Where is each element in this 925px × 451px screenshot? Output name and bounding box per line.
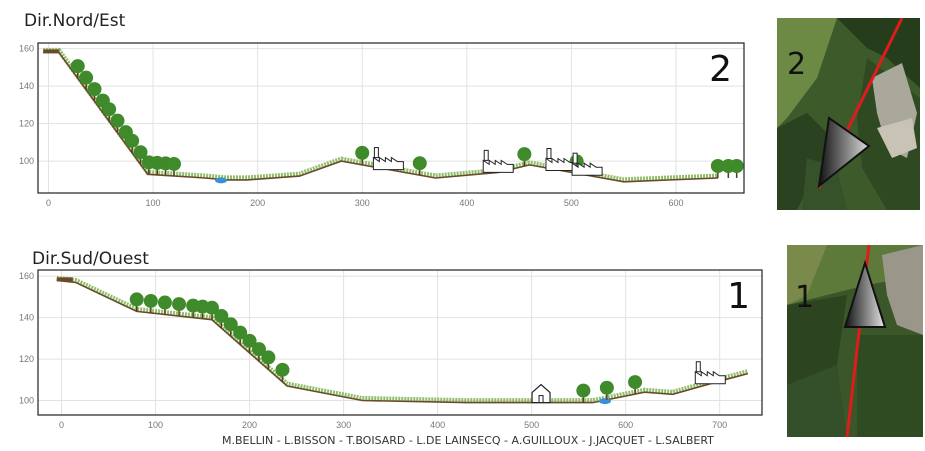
tree-mark — [150, 155, 165, 170]
terrain-line — [56, 279, 749, 404]
tree-mark — [729, 159, 744, 173]
tree-mark — [186, 298, 201, 313]
y-tick-label: 120 — [19, 119, 34, 129]
tree-mark — [214, 309, 229, 323]
factory-mark — [482, 159, 514, 173]
house-door — [538, 395, 544, 404]
x-tick-label: 400 — [430, 420, 445, 430]
tree-mark — [251, 342, 266, 357]
tree-mark — [79, 70, 94, 85]
x-tick-label: 100 — [146, 198, 161, 208]
x-tick-label: 0 — [46, 198, 51, 208]
tree-mark — [233, 325, 248, 340]
x-tick-label: 600 — [668, 198, 683, 208]
x-tick-label: 300 — [355, 198, 370, 208]
profile-number: 2 — [709, 49, 732, 90]
factory-mark — [694, 370, 726, 385]
y-tick-label: 120 — [19, 354, 34, 364]
tree-mark — [261, 350, 276, 365]
x-tick-label: 500 — [564, 198, 579, 208]
tree-mark — [166, 156, 181, 171]
tree-mark — [70, 59, 85, 74]
x-tick-label: 0 — [59, 420, 64, 430]
plot-frame — [37, 269, 763, 416]
x-tick-label: 600 — [618, 420, 633, 430]
x-tick-label: 200 — [242, 420, 257, 430]
chart-sud-ouest: 0 100 200 300 400 500 600 700 100 120 140 160 1 — [19, 269, 763, 430]
factory-mark — [545, 157, 577, 171]
river-mark — [598, 398, 611, 405]
y-tick-label: 100 — [19, 396, 34, 406]
tree-mark — [87, 82, 102, 97]
viewpoint-marker — [43, 49, 60, 54]
x-tick-label: 500 — [524, 420, 539, 430]
grass-layer — [43, 47, 719, 183]
profile-title-nord-est: Dir.Nord/Est — [24, 11, 126, 31]
tree-mark — [599, 380, 614, 395]
viewpoint-marker — [56, 277, 73, 282]
river-mark — [215, 177, 228, 184]
chart-nord-est: 0 100 200 300 400 500 600 100 120 140 160 2 — [19, 42, 745, 208]
tree-mark — [133, 145, 148, 160]
tree-mark — [157, 295, 172, 310]
tree-mark — [628, 375, 643, 390]
tree-mark — [710, 159, 725, 173]
factory-chimney — [572, 152, 578, 164]
tree-mark — [576, 383, 591, 398]
profile-number: 1 — [727, 276, 750, 317]
tree-mark — [569, 154, 584, 169]
y-tick-label: 140 — [19, 81, 34, 91]
profile-title-sud-ouest: Dir.Sud/Ouest — [32, 249, 149, 269]
credits: M.BELLIN - L.BISSON - T.BOISARD - L.DE L… — [222, 434, 714, 447]
factory-chimney — [373, 147, 379, 159]
tree-mark — [517, 147, 532, 162]
factory-chimney — [483, 149, 489, 161]
x-tick-label: 400 — [459, 198, 474, 208]
tree-mark — [95, 93, 110, 108]
x-tick-label: 700 — [712, 420, 727, 430]
y-tick-label: 100 — [19, 156, 34, 166]
tree-mark — [412, 156, 427, 171]
tree-mark — [721, 159, 736, 173]
factory-chimney — [695, 361, 701, 373]
tree-mark — [102, 102, 117, 117]
x-tick-label: 100 — [148, 420, 163, 430]
tree-mark — [118, 125, 133, 140]
tree-mark — [158, 156, 173, 171]
tree-mark — [172, 297, 187, 312]
photo-number: 1 — [795, 280, 814, 315]
factory-chimney — [546, 148, 552, 159]
aerial-photo-2: 2 — [777, 18, 920, 210]
x-tick-label: 300 — [336, 420, 351, 430]
tree-mark — [204, 300, 219, 315]
tree-mark — [275, 362, 290, 377]
factory-mark — [372, 156, 404, 171]
y-tick-label: 160 — [19, 44, 34, 54]
y-tick-label: 160 — [19, 271, 34, 281]
tree-mark — [141, 155, 156, 170]
tree-mark — [125, 133, 140, 148]
house-mark — [531, 383, 551, 404]
tree-mark — [242, 333, 257, 348]
factory-mark — [571, 162, 603, 176]
tree-mark — [195, 299, 210, 314]
tree-mark — [355, 145, 370, 160]
aerial-photo-1: 1 — [787, 245, 923, 437]
x-tick-label: 200 — [250, 198, 265, 208]
grass-layer — [56, 275, 749, 404]
y-tick-label: 140 — [19, 313, 34, 323]
terrain-line — [43, 51, 718, 183]
tree-mark — [223, 317, 238, 332]
tree-mark — [143, 293, 158, 308]
tree-mark — [110, 113, 125, 128]
tree-mark — [129, 292, 144, 307]
photo-number: 2 — [787, 47, 806, 82]
plot-frame — [37, 42, 745, 194]
